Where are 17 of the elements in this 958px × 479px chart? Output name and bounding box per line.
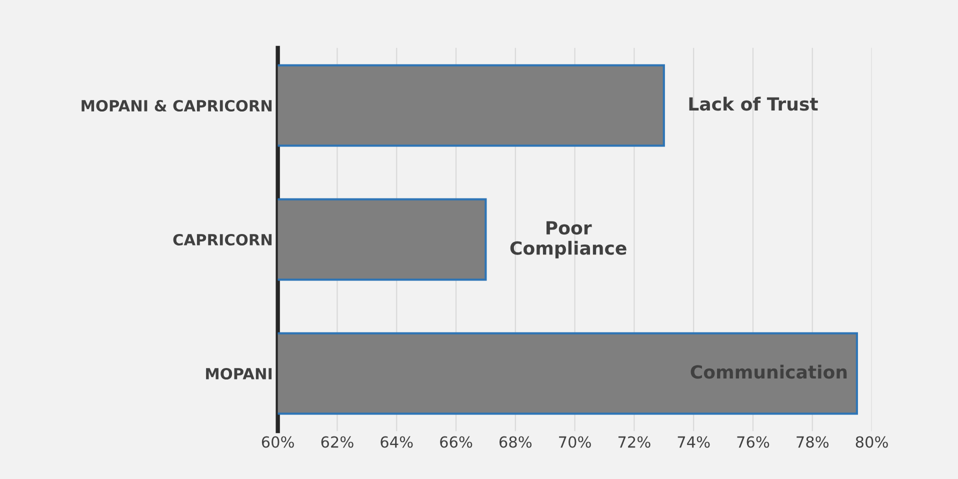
y-tick-label: MOPANI & CAPRICORN — [82, 100, 272, 112]
x-tick-label: 66% — [440, 436, 472, 448]
annotation: Lack of Trust — [689, 96, 818, 111]
x-tick-label: 60% — [262, 436, 294, 448]
x-tick-label: 64% — [380, 436, 413, 448]
x-tick-label: 62% — [321, 436, 354, 448]
annotation: Poor Compliance — [510, 221, 626, 258]
x-tick-label: 78% — [796, 436, 829, 448]
annotation: Communication — [690, 364, 847, 379]
x-tick-label: 80% — [856, 436, 888, 448]
y-tick-label: MOPANI — [206, 368, 272, 380]
x-tick-label: 70% — [559, 436, 591, 448]
x-tick-label: 74% — [678, 436, 710, 448]
x-tick-label: 76% — [737, 436, 770, 448]
x-tick-label: 72% — [618, 436, 650, 448]
x-tick-label: 68% — [499, 436, 532, 448]
y-tick-label: CAPRICORN — [173, 234, 272, 246]
